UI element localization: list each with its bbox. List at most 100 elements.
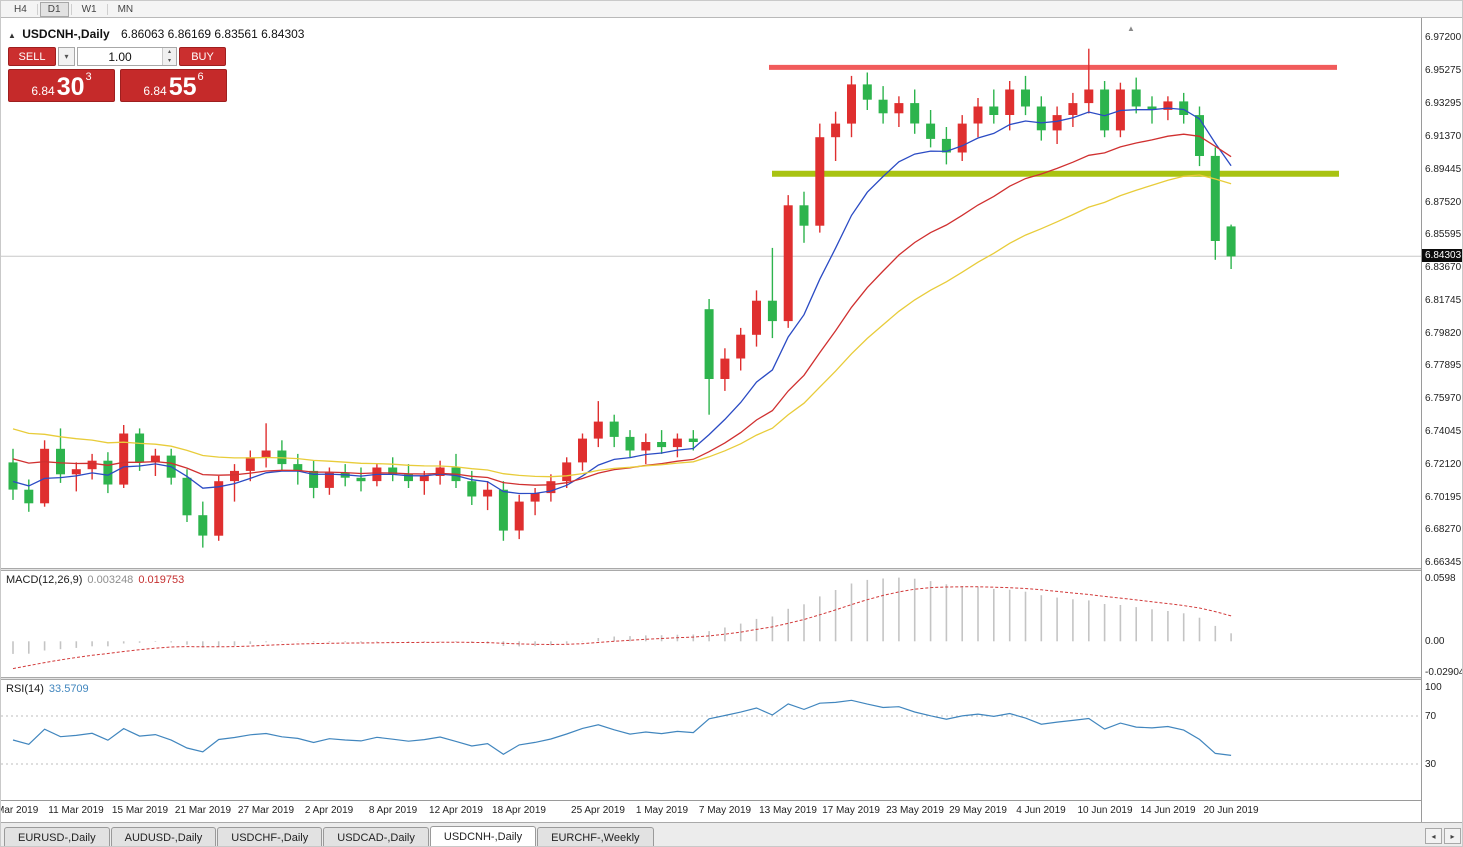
rsi-axis-label: 100 xyxy=(1425,682,1442,693)
candle xyxy=(230,464,239,502)
date-axis-label: 7 May 2019 xyxy=(698,805,752,816)
price-axis-label: 6.95275 xyxy=(1425,65,1462,76)
tab-eurchf-weekly[interactable]: EURCHF-,Weekly xyxy=(537,827,654,846)
date-axis-label: 14 Jun 2019 xyxy=(1140,805,1196,816)
candle xyxy=(8,448,18,500)
price-chart-canvas[interactable] xyxy=(1,18,1421,568)
macd-label: MACD(12,26,9) 0.003248 0.019753 xyxy=(6,574,184,586)
date-axis-label: 27 Mar 2019 xyxy=(237,805,295,816)
rsi-name: RSI(14) xyxy=(6,683,44,695)
candle xyxy=(641,433,651,465)
tab-usdcnh-daily[interactable]: USDCNH-,Daily xyxy=(429,826,537,846)
date-axis-label: 12 Apr 2019 xyxy=(429,805,483,816)
date-axis-label: 23 May 2019 xyxy=(886,805,944,816)
price-axis-label: 6.93295 xyxy=(1425,98,1462,109)
price-axis-label: 6.68270 xyxy=(1425,524,1462,535)
trade-panel-controls: SELL ▾ ▴ ▾ BUY xyxy=(8,47,227,66)
price-axis-label: 6.72120 xyxy=(1425,459,1462,470)
timeframe-d1-button[interactable]: D1 xyxy=(39,1,69,17)
price-axis-label: 6.77895 xyxy=(1425,360,1462,371)
candle xyxy=(150,448,160,476)
price-axis-label: 6.91370 xyxy=(1425,131,1462,142)
chart-window: ▲ USDCNH-,Daily 6.86063 6.86169 6.83561 … xyxy=(1,18,1462,822)
date-axis-label: 5 Mar 2019 xyxy=(1,805,39,816)
macd-signal-value: 0.019753 xyxy=(138,574,185,586)
candle xyxy=(56,428,65,483)
price-axis-label: 6.79820 xyxy=(1425,328,1462,339)
pane-splitter[interactable] xyxy=(1,568,1462,571)
date-axis-label: 29 May 2019 xyxy=(949,805,1007,816)
toolbar-separator xyxy=(106,3,108,15)
candle xyxy=(989,89,999,124)
candle xyxy=(1131,77,1141,114)
sell-button[interactable]: SELL xyxy=(8,47,56,66)
timeframe-toolbar: H4 D1 W1 MN xyxy=(1,1,1462,18)
candle xyxy=(894,96,904,127)
candle xyxy=(862,72,872,110)
volume-increase-button[interactable]: ▴ xyxy=(163,48,176,57)
candle xyxy=(910,89,920,134)
candle xyxy=(309,460,319,499)
macd-pane[interactable]: MACD(12,26,9) 0.003248 0.019753 xyxy=(1,571,1421,677)
volume-input[interactable] xyxy=(78,48,162,65)
tab-navigation: ◂ ▸ xyxy=(1423,828,1461,844)
date-axis-label: 20 Jun 2019 xyxy=(1203,805,1259,816)
trade-panel-prices: 6.84 30 3 6.84 55 6 xyxy=(8,69,227,102)
ma-line-slow-yellow xyxy=(12,174,1232,478)
price-axis-label: 6.89445 xyxy=(1425,164,1462,175)
candle xyxy=(957,115,967,161)
candle xyxy=(1052,106,1062,144)
price-axis-label: 6.83670 xyxy=(1425,262,1462,273)
candle xyxy=(657,430,667,454)
candle xyxy=(261,423,271,468)
candle xyxy=(609,414,619,448)
candle xyxy=(672,433,682,458)
volume-decrease-button[interactable]: ▾ xyxy=(163,56,176,65)
candle xyxy=(878,86,888,124)
tab-usdchf-daily[interactable]: USDCHF-,Daily xyxy=(217,827,323,846)
date-axis[interactable]: 5 Mar 2019 11 Mar 2019 15 Mar 2019 21 Mar 2… xyxy=(1,800,1421,822)
buy-button[interactable]: BUY xyxy=(179,47,226,66)
buy-price-button[interactable]: 6.84 55 6 xyxy=(120,69,227,102)
tab-audusd-daily[interactable]: AUDUSD-,Daily xyxy=(110,827,217,846)
ma-line-medium-red xyxy=(12,133,1232,486)
candle xyxy=(783,195,793,328)
candle xyxy=(1226,224,1236,269)
tab-scroll-left-button[interactable]: ◂ xyxy=(1425,828,1442,844)
pane-splitter[interactable] xyxy=(1,677,1462,680)
tab-scroll-right-button[interactable]: ▸ xyxy=(1444,828,1461,844)
date-axis-label: 13 May 2019 xyxy=(759,805,817,816)
tab-eurusd-daily[interactable]: EURUSD-,Daily xyxy=(4,827,110,846)
macd-signal-line xyxy=(12,586,1232,670)
sell-price-button[interactable]: 6.84 30 3 xyxy=(8,69,115,102)
sell-price-point: 3 xyxy=(85,71,92,83)
timeframe-h4-button[interactable]: H4 xyxy=(6,2,35,17)
candle xyxy=(245,450,255,482)
candle xyxy=(941,127,951,165)
price-pane[interactable]: ▲ USDCNH-,Daily 6.86063 6.86169 6.83561 … xyxy=(1,18,1421,568)
timeframe-w1-button[interactable]: W1 xyxy=(74,2,105,17)
candle xyxy=(514,494,524,540)
candle xyxy=(435,460,445,485)
rsi-label: RSI(14) 33.5709 xyxy=(6,683,89,695)
timeframe-mn-button[interactable]: MN xyxy=(110,2,142,17)
tab-usdcad-daily[interactable]: USDCAD-,Daily xyxy=(323,827,429,846)
candle xyxy=(40,440,50,507)
date-axis-label: 4 Jun 2019 xyxy=(1016,805,1066,816)
date-axis-label: 11 Mar 2019 xyxy=(48,805,104,816)
price-axis-label: 6.74045 xyxy=(1425,426,1462,437)
candle xyxy=(973,98,983,138)
price-axis[interactable]: 6.97200 6.95275 6.93295 6.91370 6.89445 6.875… xyxy=(1421,18,1462,822)
candle xyxy=(356,467,366,492)
candle xyxy=(1005,81,1015,131)
candle xyxy=(87,453,97,480)
volume-spinner: ▴ ▾ xyxy=(162,48,176,65)
volume-dropdown-button[interactable]: ▾ xyxy=(58,47,75,66)
rsi-chart-canvas[interactable] xyxy=(1,680,1421,800)
date-axis-label: 2 Apr 2019 xyxy=(304,805,354,816)
rsi-axis-label: 70 xyxy=(1425,711,1437,722)
candle xyxy=(1021,75,1030,116)
candle xyxy=(720,348,730,391)
rsi-pane[interactable]: RSI(14) 33.5709 xyxy=(1,680,1421,800)
macd-chart-canvas[interactable] xyxy=(1,571,1421,677)
